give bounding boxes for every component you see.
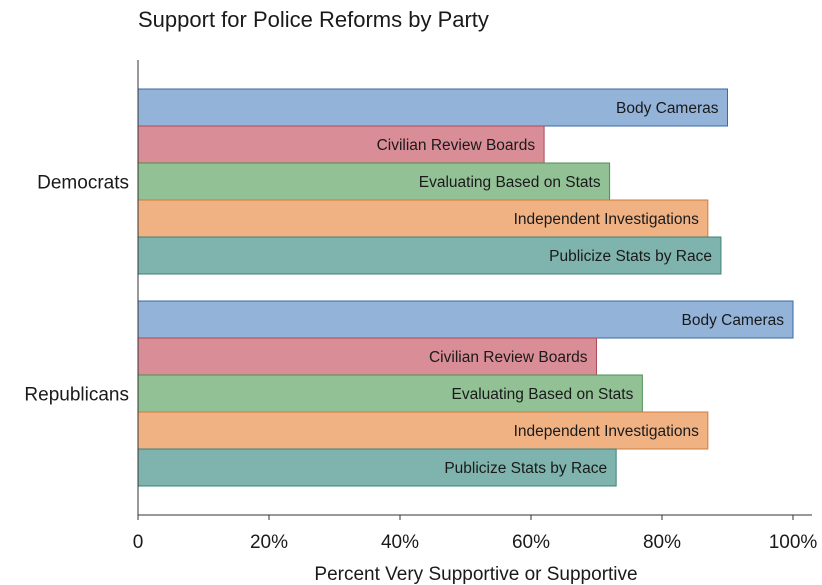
bar-label-democrats-body-cameras: Body Cameras — [616, 100, 719, 117]
bar-republicans-body-cameras — [137, 300, 794, 339]
group-labels-layer: Democrats Republicans — [24, 173, 129, 406]
bars-layer: Body Cameras Civilian Review Boards Evalua… — [137, 88, 794, 487]
x-tick-label-40: 40% — [381, 532, 419, 553]
bar-label-republicans-evaluating-based-on-stats: Evaluating Based on Stats — [452, 386, 634, 403]
group-label-republicans: Republicans — [24, 385, 129, 406]
bar-label-republicans-independent-investigations: Independent Investigations — [514, 423, 700, 440]
bar-democrats-independent-investigations — [137, 199, 709, 238]
bar-democrats-evaluating-based-on-stats — [137, 162, 611, 201]
x-axis-label: Percent Very Supportive or Supportive — [314, 564, 637, 585]
x-tick-label-100: 100% — [769, 532, 818, 553]
chart-title: Support for Police Reforms by Party — [138, 7, 489, 32]
x-tick-label-0: 0 — [133, 532, 144, 553]
bar-democrats-civilian-review-boards — [137, 125, 545, 164]
bar-republicans-publicize-stats-by-race — [137, 448, 617, 487]
bar-label-democrats-civilian-review-boards: Civilian Review Boards — [377, 137, 536, 154]
bar-democrats-publicize-stats-by-race — [137, 236, 722, 275]
x-tick-label-80: 80% — [643, 532, 681, 553]
group-label-democrats: Democrats — [37, 173, 129, 194]
bar-label-democrats-independent-investigations: Independent Investigations — [514, 211, 700, 228]
bar-democrats-body-cameras — [137, 88, 728, 127]
bar-label-democrats-evaluating-based-on-stats: Evaluating Based on Stats — [419, 174, 601, 191]
x-tick-label-60: 60% — [512, 532, 550, 553]
x-axis-ticks: 0 20% 40% 60% 80% 100% — [133, 515, 818, 553]
bar-label-republicans-body-cameras: Body Cameras — [681, 312, 784, 329]
bar-label-republicans-civilian-review-boards: Civilian Review Boards — [429, 349, 588, 366]
bar-label-republicans-publicize-stats-by-race: Publicize Stats by Race — [444, 460, 607, 477]
x-tick-label-20: 20% — [250, 532, 288, 553]
bar-label-democrats-publicize-stats-by-race: Publicize Stats by Race — [549, 248, 712, 265]
